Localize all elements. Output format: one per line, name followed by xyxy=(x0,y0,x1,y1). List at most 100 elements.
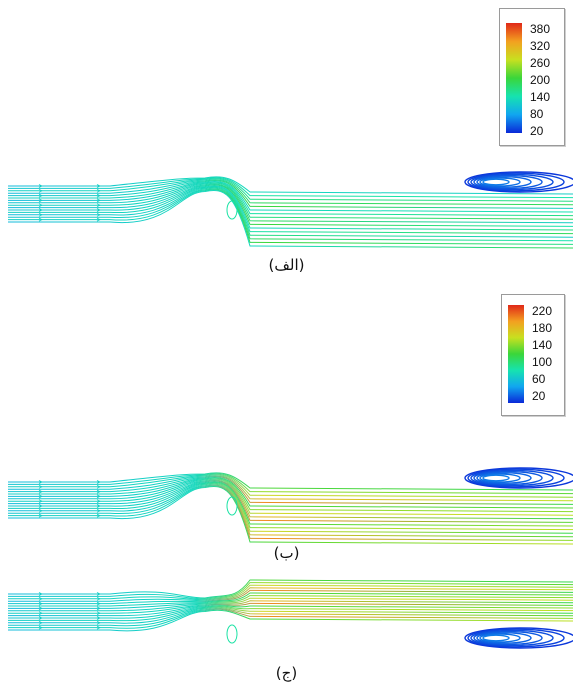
streamline xyxy=(8,589,573,605)
flow-arrow xyxy=(96,198,101,203)
legend-a-tick: 200 xyxy=(530,73,551,87)
flow-arrow xyxy=(96,616,101,620)
streamline xyxy=(8,180,573,209)
flow-arrow xyxy=(38,625,43,630)
legend-a-tick: 380 xyxy=(530,22,551,36)
obstacle-vortex xyxy=(226,200,238,220)
streamline xyxy=(8,607,573,627)
caption-a: (الف) xyxy=(268,256,305,274)
flow-arrow xyxy=(96,184,101,188)
flow-arrow xyxy=(96,508,101,513)
obstacle-vortex xyxy=(226,624,238,644)
streamline xyxy=(8,485,573,541)
flow-arrow xyxy=(96,203,101,208)
recirculation-vortex xyxy=(473,470,543,486)
streamline xyxy=(8,176,573,195)
flow-arrow xyxy=(38,601,43,606)
recirculation-vortex xyxy=(476,176,532,188)
streamline-plot-a xyxy=(0,160,573,250)
legend-a-tick: 260 xyxy=(530,56,551,70)
flow-arrow xyxy=(38,217,43,222)
streamline xyxy=(8,475,573,502)
streamline xyxy=(8,482,573,531)
streamline xyxy=(8,181,573,217)
flow-arrow xyxy=(38,606,43,611)
flow-arrow xyxy=(96,494,101,499)
legend-a: 380 320 260 200 140 80 20 xyxy=(499,8,565,146)
streamline xyxy=(8,185,573,231)
flow-arrow xyxy=(96,592,101,596)
obstacle-vortex xyxy=(226,496,238,516)
streamline-plot-b xyxy=(0,456,573,546)
flow-arrow xyxy=(96,193,101,198)
streamline xyxy=(8,183,573,224)
streamline xyxy=(8,579,573,599)
streamline xyxy=(8,188,573,242)
flow-arrow xyxy=(38,616,43,620)
flow-arrow xyxy=(38,592,43,596)
recirculation-vortex xyxy=(470,469,554,487)
streamline xyxy=(8,484,573,538)
recirculation-vortex xyxy=(467,628,565,648)
streamline xyxy=(8,473,573,495)
streamline xyxy=(8,472,573,491)
recirculation-vortex xyxy=(467,468,565,488)
streamline xyxy=(8,602,573,617)
streamline xyxy=(8,179,573,206)
recirculation-vortex xyxy=(464,467,573,489)
flow-arrow xyxy=(38,513,43,518)
streamline xyxy=(8,480,573,523)
legend-a-tick: 140 xyxy=(530,90,551,104)
flow-arrow xyxy=(96,499,101,504)
streamline xyxy=(8,486,573,545)
flow-arrow xyxy=(38,208,43,212)
flow-arrow xyxy=(96,620,101,625)
recirculation-vortex xyxy=(470,173,554,191)
flow-arrow xyxy=(96,611,101,616)
caption-b: (ب) xyxy=(273,544,300,562)
legend-b: 220 180 140 100 60 20 xyxy=(501,294,565,416)
streamline xyxy=(8,592,573,607)
colorbar-a xyxy=(506,23,522,133)
legend-b-tick: 140 xyxy=(532,338,553,352)
streamline xyxy=(8,582,573,600)
recirculation-vortex xyxy=(464,627,573,649)
recirculation-vortex xyxy=(479,473,521,483)
flow-arrow xyxy=(96,188,101,193)
streamline xyxy=(8,189,573,245)
streamline xyxy=(8,606,573,622)
recirculation-vortex xyxy=(467,172,565,192)
streamline xyxy=(8,481,573,527)
flow-arrow xyxy=(38,480,43,484)
legend-a-tick: 80 xyxy=(530,107,544,121)
streamline xyxy=(8,587,573,602)
flow-arrow xyxy=(96,217,101,222)
recirculation-vortex xyxy=(470,629,554,647)
streamline xyxy=(8,608,573,629)
streamline xyxy=(8,190,573,249)
streamline-plot-c xyxy=(0,568,573,658)
streamline xyxy=(8,606,573,624)
streamline xyxy=(8,478,573,516)
recirculation-vortex xyxy=(473,630,543,646)
streamline xyxy=(8,483,573,534)
flow-arrow xyxy=(38,499,43,504)
streamline xyxy=(8,605,573,619)
recirculation-vortex xyxy=(482,474,510,482)
streamline xyxy=(8,187,573,238)
recirculation-vortex xyxy=(482,634,510,642)
streamline xyxy=(8,474,573,498)
legend-b-tick: 220 xyxy=(532,304,553,318)
streamline xyxy=(8,476,573,509)
flow-arrow xyxy=(38,193,43,198)
flow-arrow xyxy=(96,513,101,518)
legend-b-tick: 60 xyxy=(532,372,546,386)
flow-arrow xyxy=(38,508,43,513)
streamline xyxy=(8,595,573,609)
legend-b-tick: 100 xyxy=(532,355,553,369)
flow-arrow xyxy=(38,212,43,217)
streamline xyxy=(8,600,573,614)
flow-arrow xyxy=(96,208,101,212)
flow-arrow xyxy=(96,596,101,601)
flow-arrow xyxy=(96,489,101,494)
